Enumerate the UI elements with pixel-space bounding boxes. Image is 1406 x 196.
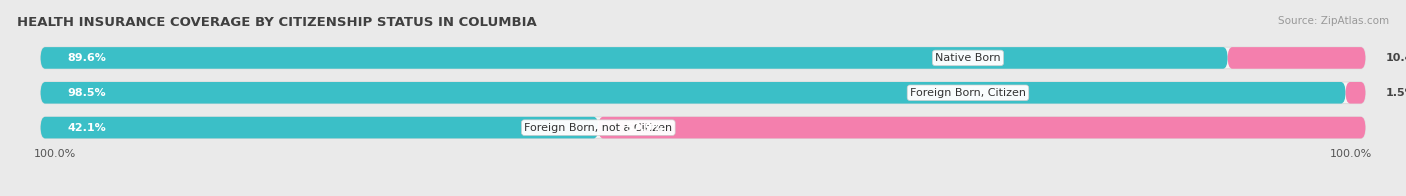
FancyBboxPatch shape [41,82,1346,103]
Text: 1.5%: 1.5% [1385,88,1406,98]
Text: Source: ZipAtlas.com: Source: ZipAtlas.com [1278,16,1389,26]
FancyBboxPatch shape [1227,47,1365,69]
Text: 57.9%: 57.9% [624,123,664,133]
Text: 100.0%: 100.0% [1330,149,1372,159]
Text: 100.0%: 100.0% [34,149,76,159]
FancyBboxPatch shape [1346,82,1365,103]
Text: Native Born: Native Born [935,53,1001,63]
Text: 98.5%: 98.5% [67,88,105,98]
FancyBboxPatch shape [599,117,1365,138]
Text: Foreign Born, Citizen: Foreign Born, Citizen [910,88,1026,98]
Text: HEALTH INSURANCE COVERAGE BY CITIZENSHIP STATUS IN COLUMBIA: HEALTH INSURANCE COVERAGE BY CITIZENSHIP… [17,16,537,29]
FancyBboxPatch shape [41,47,1227,69]
Text: 42.1%: 42.1% [67,123,105,133]
Text: Foreign Born, not a Citizen: Foreign Born, not a Citizen [524,123,672,133]
Text: 10.4%: 10.4% [1385,53,1406,63]
Text: 89.6%: 89.6% [67,53,105,63]
FancyBboxPatch shape [41,117,1365,138]
FancyBboxPatch shape [41,82,1365,103]
FancyBboxPatch shape [41,47,1365,69]
FancyBboxPatch shape [41,117,599,138]
